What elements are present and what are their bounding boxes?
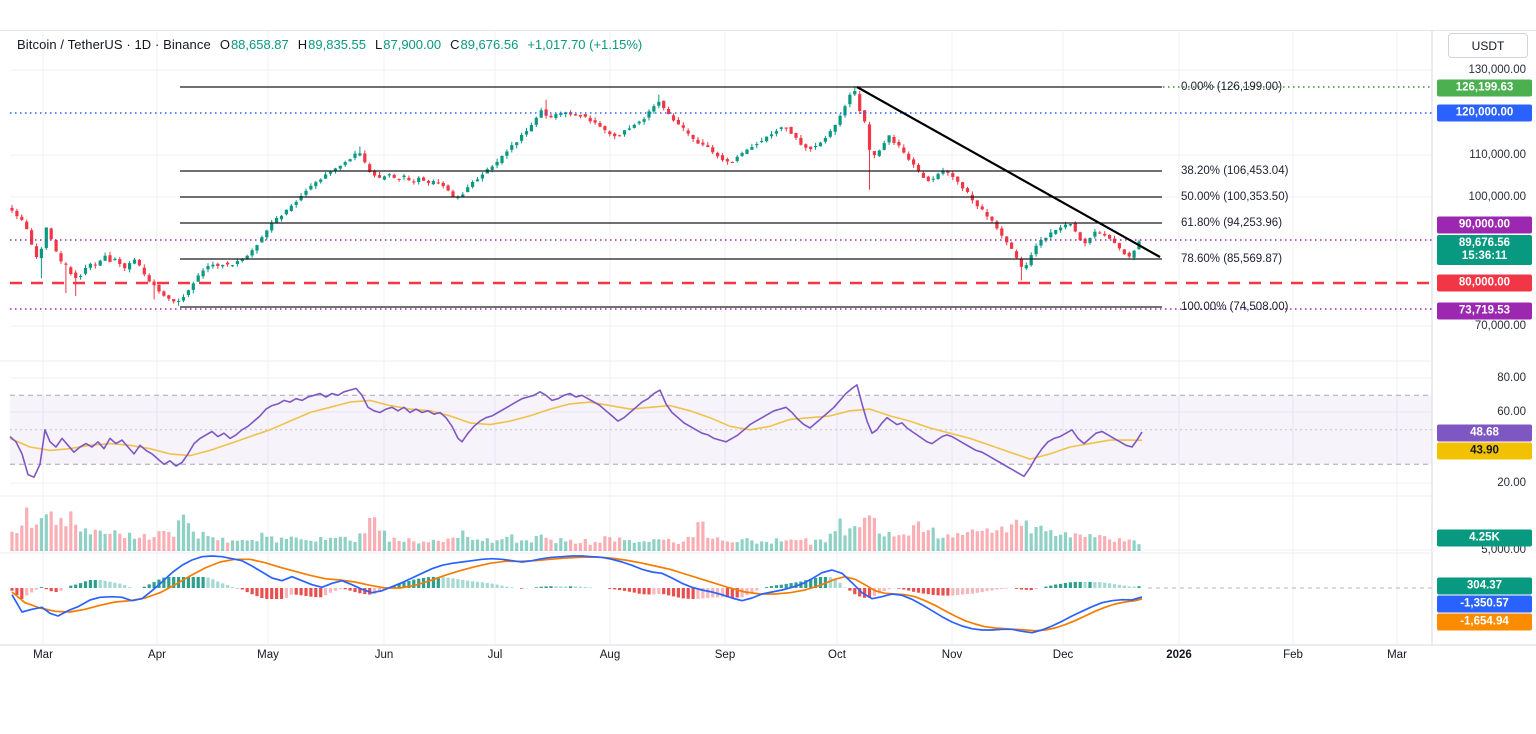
macd-sig-value-badge: -1,654.94 [1437,613,1532,631]
rsi-ma-value-badge: 43.90 [1437,442,1532,460]
price-scale-label: 100,000.00 [1468,191,1526,203]
last-price-badge: 89,676.56 15:36:11 [1437,235,1532,265]
time-axis-label-sep: Sep [714,649,736,661]
time-axis-label-nov: Nov [941,649,963,661]
ohlc-open: O 88,658.87 [219,37,289,52]
ohlc-close: C 89,676.56 [450,37,519,52]
fib-label-100: 100.00% (74,508.00) [1181,301,1289,313]
price-scale-label: 110,000.00 [1469,149,1526,161]
time-axis-label-mar: Mar [33,649,53,661]
macd-signal-line [11,556,1143,632]
fib-label-50: 50.00% (100,353.50) [1181,191,1289,203]
hline-120k-badge: 120,000.00 [1437,104,1532,122]
time-axis-label-mar: Mar [1387,649,1407,661]
time-axis-label-jun: Jun [374,649,394,661]
rsi-line [9,384,1143,479]
price-scale-label: 60.00 [1497,406,1526,418]
time-axis-label-feb: Feb [1283,649,1303,661]
hline-73k-badge: 73,719.53 [1437,302,1532,320]
fib-high-price-badge: 126,199.63 [1437,79,1532,97]
fib-label-0: 0.00% (126,199.00) [1181,81,1283,93]
macd-line-value-badge: -1,350.57 [1437,595,1532,613]
time-axis-label-aug: Aug [599,649,621,661]
rsi-value-badge: 48.68 [1437,424,1532,442]
rsi-ma-line [9,399,1143,460]
chart-legend: Bitcoin / TetherUS · 1D · Binance O 88,65… [17,37,642,52]
time-axis-label-jul: Jul [487,649,503,661]
hline-80k-badge: 80,000.00 [1437,274,1532,292]
trendline[interactable] [856,86,1161,258]
fib-label-38.2: 38.20% (106,453.04) [1181,165,1289,177]
time-axis-label-oct: Oct [828,649,846,661]
hline-90k-badge: 90,000.00 [1437,216,1532,234]
fib-label-61.8: 61.80% (94,253.96) [1181,217,1283,229]
time-axis-label-2026: 2026 [1166,649,1192,661]
macd-line [11,555,1143,634]
volume-value-badge: 4.25K [1437,529,1532,547]
price-scale-label: 20.00 [1497,477,1526,489]
candlestick-series [10,86,1141,306]
macd-hist-value-badge: 304.37 [1437,577,1532,595]
ohlc-high: H 89,835.55 [297,37,367,52]
price-scale-label: 80.00 [1497,372,1526,384]
macd-histogram [10,577,1141,599]
time-axis-label-apr: Apr [148,649,166,661]
price-scale-label: 130,000.00 [1468,64,1526,76]
time-axis-label-dec: Dec [1052,649,1074,661]
price-scale-label: 5,000.00 [1481,544,1526,556]
volume-bars [10,507,1141,551]
symbol-title[interactable]: Bitcoin / TetherUS · 1D · Binance [17,37,211,52]
time-axis-label-may: May [257,649,279,661]
fib-label-78.6: 78.60% (85,569.87) [1181,253,1283,265]
currency-toggle-button[interactable]: USDT [1448,33,1528,58]
price-change: +1,017.70 (+1.15%) [527,37,643,52]
ohlc-low: L 87,900.00 [375,37,442,52]
price-scale-label: 70,000.00 [1474,320,1526,332]
